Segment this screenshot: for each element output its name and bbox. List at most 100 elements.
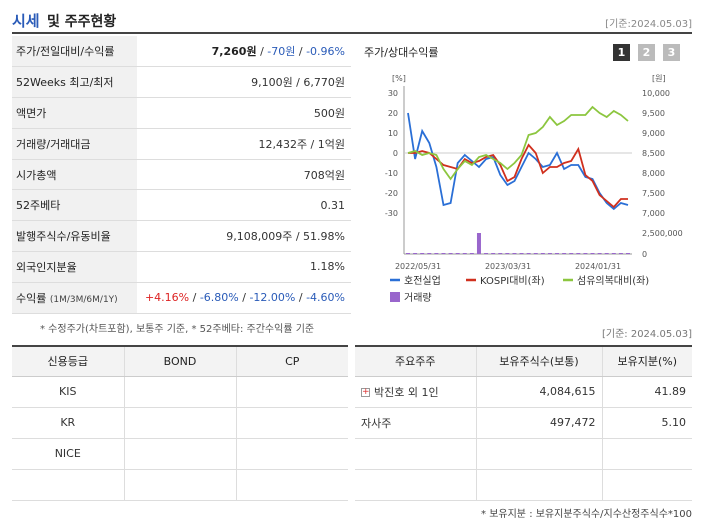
credit-header-bond: BOND	[124, 345, 237, 377]
left-tick-label: -20	[385, 189, 398, 198]
volume-bar	[455, 253, 460, 254]
credit-agency: KR	[12, 407, 125, 439]
holder-row: + 박진호 외 1인 4,084,615 41.89	[355, 376, 692, 408]
volume-bar	[626, 253, 630, 254]
volume-bar	[526, 253, 531, 254]
volume-bar	[533, 253, 538, 254]
holder-pct: 5.10	[602, 407, 692, 439]
row-foreign: 외국인지분율 1.18%	[12, 251, 351, 283]
volume-bar	[427, 253, 432, 254]
major-shareholders-table: 주요주주 보유주식수(보통) 보유지분(%) + 박진호 외 1인 4,084,61…	[355, 345, 692, 501]
volume-bar	[420, 253, 425, 254]
volume-bar	[618, 253, 623, 254]
expand-plus-icon[interactable]: +	[361, 387, 370, 397]
row-52w: 52Weeks 최고/최저 9,100원 / 6,770원	[12, 66, 351, 99]
holder-shares	[476, 438, 603, 470]
return-label: 수익률	[16, 291, 47, 305]
reference-date-2: [기준: 2024.05.03]	[601, 329, 692, 340]
holder-pct	[602, 469, 692, 501]
holders-header-pct: 보유지분(%)	[602, 345, 692, 377]
legend-stock-label: 호전실업	[404, 274, 441, 287]
credit-bond	[124, 407, 237, 439]
holder-pct: 41.89	[602, 376, 692, 408]
right-tick-label: 10,000	[642, 89, 670, 98]
sector-relative-line	[407, 105, 629, 181]
x-tick-label: 2023/03/31	[485, 262, 531, 271]
volume-bar	[583, 253, 588, 254]
volume-bar	[576, 253, 581, 254]
left-tick-label: -10	[385, 169, 398, 178]
section-title-main: 시세	[12, 12, 40, 30]
legend-kospi-label: KOSPI대비(좌)	[480, 275, 545, 287]
kospi-relative-line	[408, 143, 628, 209]
left-tick-label: 20	[388, 109, 398, 118]
chart-period-button-2[interactable]: 2	[638, 44, 655, 61]
x-tick-label: 2022/05/31	[395, 262, 441, 271]
mcap-label: 시가총액	[12, 159, 137, 191]
price-chart: [%] [원] 30 20 10 0 -10 -20 -30 10,000 9,500 9,000 8,…	[385, 74, 683, 304]
volume-bar	[519, 253, 524, 254]
price-info-table: 주가/전일대비/수익률 7,260원 / -70원 / -0.96% 52Wee…	[12, 36, 351, 314]
return-3m: -6.80%	[199, 291, 239, 305]
credit-agency: KIS	[12, 376, 125, 408]
credit-row: KR	[12, 407, 348, 439]
return-1m: +4.16%	[144, 291, 190, 305]
shares-label: 발행주식수/유동비율	[12, 220, 137, 253]
legend-volume-swatch	[390, 292, 400, 302]
credit-cp	[236, 469, 348, 501]
credit-bond	[124, 376, 237, 408]
volume-bar	[476, 233, 481, 254]
return-period: (1M/3M/6M/1Y)	[49, 294, 118, 305]
left-unit-label: [%]	[392, 74, 406, 83]
right-tick-label: 9,000	[642, 129, 665, 138]
chart-period-button-3[interactable]: 3	[663, 44, 680, 61]
volume-bar	[413, 253, 418, 254]
credit-header-rating: 신용등급	[12, 345, 125, 377]
credit-cp	[236, 407, 348, 439]
credit-row: KIS	[12, 376, 348, 408]
price-change: -70원	[267, 45, 296, 59]
price-change-pct: -0.96%	[306, 45, 345, 59]
right-tick-label: 8,500	[642, 149, 665, 158]
stock-price-line	[407, 112, 629, 211]
right-tick-label: 7,500	[642, 189, 665, 198]
holders-header-name: 주요주주	[355, 345, 477, 377]
holder-shares	[476, 469, 603, 501]
w52-label: 52Weeks 최고/최저	[12, 66, 137, 99]
volume-bar	[611, 253, 616, 254]
left-tick-label: 10	[388, 129, 398, 138]
volume-bar	[569, 253, 574, 254]
price-label: 주가/전일대비/수익률	[12, 36, 137, 68]
holder-row: 자사주 497,472 5.10	[355, 407, 692, 439]
right-unit-label: [원]	[652, 74, 666, 83]
volume-tick-top: 2,500,000	[642, 229, 683, 238]
holder-name[interactable]: + 박진호 외 1인	[355, 376, 477, 408]
volume-bar	[512, 253, 517, 254]
volume-value: 12,432주 / 1억원	[137, 128, 351, 160]
credit-rows: KIS KR NICE	[12, 376, 348, 501]
chart-period-button-1[interactable]: 1	[613, 44, 630, 61]
holder-shares: 4,084,615	[476, 376, 603, 408]
holder-name	[355, 438, 477, 470]
face-label: 액면가	[12, 97, 137, 129]
left-tick-label: -30	[385, 209, 398, 218]
legend-sector-label: 섬유의복대비(좌)	[577, 275, 649, 287]
credit-agency: NICE	[12, 438, 125, 470]
foreign-value: 1.18%	[137, 251, 351, 283]
right-tick-label: 9,500	[642, 109, 665, 118]
price-chart-panel: 주가/상대수익률 1 2 3 [%] [원] 30 20 10 0 -10 -20 -30 10,…	[358, 38, 692, 320]
right-tick-label: 7,000	[642, 209, 665, 218]
right-tick-label: 8,000	[642, 169, 665, 178]
volume-label: 거래량/거래대금	[12, 128, 137, 160]
volume-bar	[505, 253, 510, 254]
credit-rating-table: 신용등급 BOND CP KIS KR NICE	[12, 345, 348, 501]
legend-volume-label: 거래량	[404, 292, 432, 304]
credit-bond	[124, 438, 237, 470]
volume-bar	[540, 253, 545, 254]
credit-bond	[124, 469, 237, 501]
holder-row	[355, 438, 692, 470]
credit-agency	[12, 469, 125, 501]
section-header: 시세 및 주주현황 [기준:2024.05.03]	[12, 8, 692, 34]
holders-header-shares: 보유주식수(보통)	[476, 345, 603, 377]
price-value: 7,260원	[211, 45, 257, 59]
